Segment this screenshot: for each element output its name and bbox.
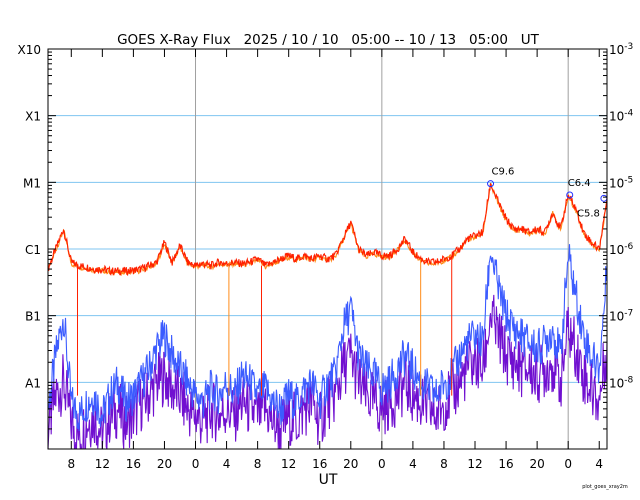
flare-peak-marker bbox=[566, 191, 574, 199]
x-tick-label: 16 bbox=[126, 457, 141, 471]
flare-label: C9.6 bbox=[492, 167, 515, 178]
x-axis-label: UT bbox=[319, 472, 338, 488]
x-tick-label: 8 bbox=[67, 457, 75, 471]
x-tick-label: 0 bbox=[192, 457, 200, 471]
x-tick-label: 4 bbox=[223, 457, 231, 471]
short-flux-line bbox=[47, 244, 608, 432]
short-secondary-flux-line bbox=[47, 294, 608, 450]
y-right-label: 10-8 bbox=[609, 375, 634, 390]
x-tick-label: 12 bbox=[281, 457, 296, 471]
y-left-label: X1 bbox=[25, 110, 41, 124]
y-left-label: B1 bbox=[25, 310, 41, 324]
y-right-label: 10-5 bbox=[609, 175, 633, 190]
x-tick-label: 12 bbox=[95, 457, 110, 471]
y-right-label: 10-3 bbox=[609, 42, 633, 57]
x-tick-label: 16 bbox=[312, 457, 327, 471]
y-left-label: C1 bbox=[25, 243, 41, 257]
x-tick-label: 8 bbox=[254, 457, 262, 471]
chart-title: GOES X-Ray Flux 2025 / 10 / 10 05:00 -- … bbox=[117, 32, 540, 48]
y-left-label: A1 bbox=[25, 376, 41, 390]
x-tick-label: 4 bbox=[409, 457, 417, 471]
x-tick-label: 20 bbox=[343, 457, 358, 471]
x-tick-label: 8 bbox=[440, 457, 448, 471]
x-tick-label: 20 bbox=[157, 457, 172, 471]
y-left-label: X10 bbox=[18, 43, 42, 57]
plot-footer: plot_goes_xray2m bbox=[582, 484, 628, 490]
plot-frame bbox=[47, 48, 608, 450]
x-tick-label: 16 bbox=[498, 457, 513, 471]
y-left-label: M1 bbox=[23, 176, 41, 190]
long-flux-line bbox=[47, 183, 608, 277]
x-tick-label: 4 bbox=[595, 457, 603, 471]
y-right-label: 10-7 bbox=[609, 309, 633, 324]
flare-peak-marker bbox=[600, 194, 608, 202]
flare-peak-marker bbox=[487, 180, 495, 188]
x-tick-label: 20 bbox=[529, 457, 544, 471]
x-tick-label: 12 bbox=[467, 457, 482, 471]
y-right-label: 10-6 bbox=[609, 242, 634, 257]
y-right-label: 10-4 bbox=[609, 109, 634, 124]
flare-label: C6.4 bbox=[568, 178, 591, 189]
x-tick-label: 0 bbox=[378, 457, 386, 471]
flare-label: C5.8 bbox=[577, 208, 600, 219]
x-tick-label: 0 bbox=[564, 457, 572, 471]
